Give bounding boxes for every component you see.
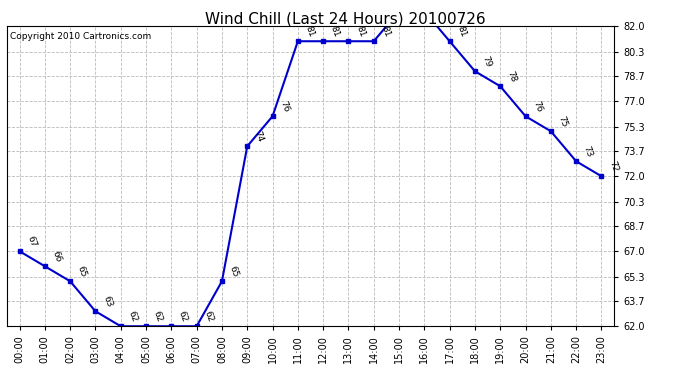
Text: 63: 63 bbox=[101, 295, 113, 309]
Text: 65: 65 bbox=[228, 265, 240, 279]
Text: 76: 76 bbox=[278, 100, 290, 114]
Text: 81: 81 bbox=[380, 25, 392, 39]
Text: 78: 78 bbox=[506, 70, 518, 84]
Text: 62: 62 bbox=[126, 310, 139, 324]
Text: 75: 75 bbox=[556, 115, 569, 129]
Text: 79: 79 bbox=[480, 55, 493, 69]
Text: 83: 83 bbox=[0, 374, 1, 375]
Text: 76: 76 bbox=[531, 100, 544, 114]
Text: Wind Chill (Last 24 Hours) 20100726: Wind Chill (Last 24 Hours) 20100726 bbox=[205, 11, 485, 26]
Text: 81: 81 bbox=[328, 25, 341, 39]
Text: 81: 81 bbox=[354, 25, 366, 39]
Text: 66: 66 bbox=[50, 250, 63, 264]
Text: 67: 67 bbox=[25, 235, 37, 249]
Text: 62: 62 bbox=[177, 310, 189, 324]
Text: 81: 81 bbox=[455, 25, 468, 39]
Text: 72: 72 bbox=[607, 160, 620, 174]
Text: 73: 73 bbox=[582, 145, 594, 159]
Text: 62: 62 bbox=[152, 310, 164, 324]
Text: 74: 74 bbox=[253, 130, 265, 144]
Text: 65: 65 bbox=[76, 265, 88, 279]
Text: Copyright 2010 Cartronics.com: Copyright 2010 Cartronics.com bbox=[10, 32, 151, 41]
Text: 62: 62 bbox=[202, 310, 215, 324]
Text: 83: 83 bbox=[0, 374, 1, 375]
Text: 81: 81 bbox=[304, 25, 316, 39]
